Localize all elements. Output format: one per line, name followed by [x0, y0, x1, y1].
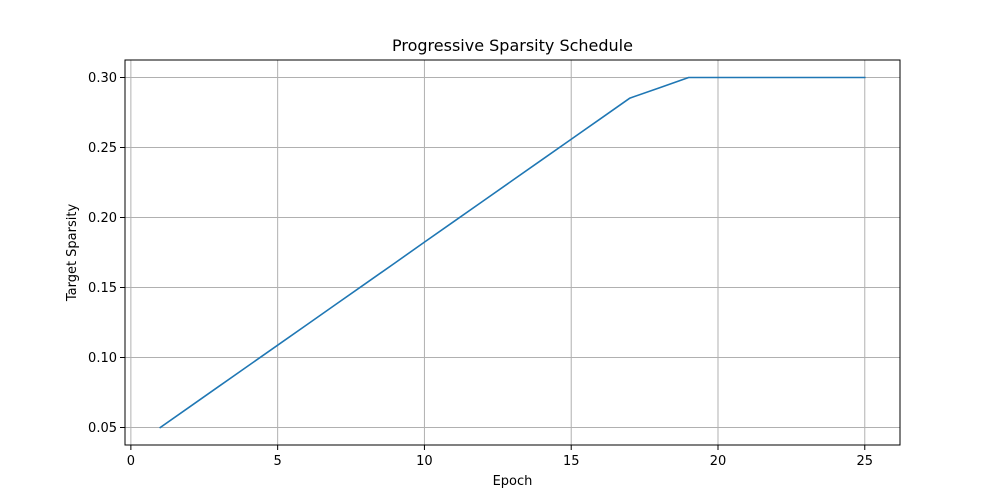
plot-frame: [124, 59, 901, 446]
x-tick-label: 0: [127, 454, 135, 469]
x-tick-label: 15: [563, 454, 580, 469]
x-axis-ticks: 0 5 10 15 20 25: [127, 445, 873, 469]
y-tick-label: 0.15: [88, 281, 117, 296]
chart-title: Progressive Sparsity Schedule: [392, 36, 633, 55]
plot-series: [159, 76, 866, 429]
x-tick-label: 5: [274, 454, 282, 469]
x-tick-label: 20: [710, 454, 727, 469]
y-tick-label: 0.30: [88, 71, 117, 86]
y-tick-label: 0.10: [88, 351, 117, 366]
grid-lines: [125, 60, 900, 445]
x-tick-label: 25: [856, 454, 873, 469]
y-tick-label: 0.20: [88, 211, 117, 226]
y-axis-label: Target Sparsity: [65, 204, 80, 303]
y-axis-ticks: 0.05 0.10 0.15 0.20 0.25 0.30: [88, 71, 125, 436]
y-tick-label: 0.05: [88, 421, 117, 436]
x-tick-label: 10: [416, 454, 433, 469]
y-tick-label: 0.25: [88, 141, 117, 156]
sparsity-series-line: [159, 76, 866, 429]
x-axis-label: Epoch: [493, 474, 533, 489]
